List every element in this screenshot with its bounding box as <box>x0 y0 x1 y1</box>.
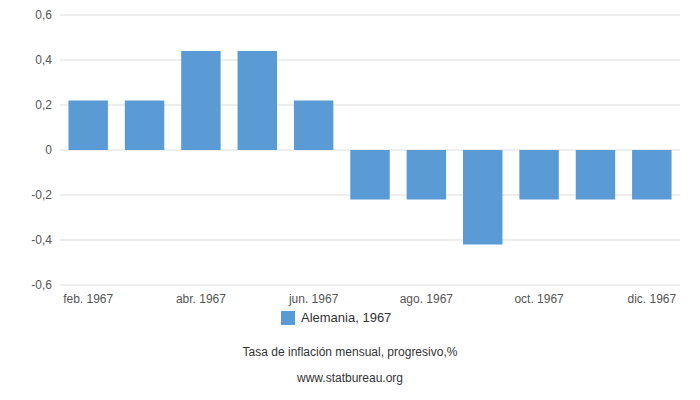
legend-label: Alemania, 1967 <box>301 310 391 325</box>
bar <box>294 101 333 151</box>
x-tick-label: ago. 1967 <box>400 292 454 306</box>
bar <box>350 150 389 200</box>
legend: Alemania, 1967 <box>281 310 391 325</box>
x-tick-label: feb. 1967 <box>63 292 113 306</box>
y-tick-label: -0,6 <box>31 278 52 292</box>
bar <box>238 51 277 150</box>
y-tick-label: -0,2 <box>31 188 52 202</box>
y-tick-label: 0,2 <box>35 98 52 112</box>
bar <box>519 150 558 200</box>
x-tick-label: abr. 1967 <box>176 292 226 306</box>
x-tick-label: oct. 1967 <box>514 292 564 306</box>
chart: -0,6 -0,4 -0,2 0 0,2 0,4 0,6 feb. 1967 abr. 1967… <box>0 0 700 400</box>
bar <box>68 101 107 151</box>
grid-line <box>60 15 680 16</box>
y-tick-label: 0,6 <box>35 8 52 22</box>
subtitle: Tasa de inflación mensual, progresivo,% <box>243 345 458 359</box>
grid-line <box>60 285 680 286</box>
y-tick-label: 0 <box>45 143 52 157</box>
y-axis: -0,6 -0,4 -0,2 0 0,2 0,4 0,6 <box>31 8 52 292</box>
bar <box>181 51 220 150</box>
grid <box>60 15 680 285</box>
y-tick-label: -0,4 <box>31 233 52 247</box>
legend-swatch <box>281 311 295 325</box>
bar <box>407 150 446 200</box>
x-tick-label: jun. 1967 <box>288 292 339 306</box>
x-axis: feb. 1967 abr. 1967 jun. 1967 ago. 1967 oct.… <box>63 292 676 306</box>
annotation: www.statbureau.org <box>296 371 403 385</box>
bars <box>68 51 671 245</box>
bar <box>125 101 164 151</box>
x-tick-label: dic. 1967 <box>627 292 676 306</box>
grid-line <box>60 240 680 241</box>
bar <box>576 150 615 200</box>
grid-line <box>60 60 680 61</box>
y-tick-label: 0,4 <box>35 53 52 67</box>
bar <box>463 150 502 245</box>
bar <box>632 150 671 200</box>
